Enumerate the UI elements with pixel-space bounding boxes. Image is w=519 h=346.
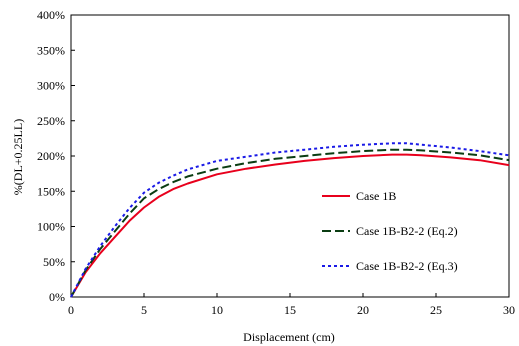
- legend-label-2: Case 1B-B2-2 (Eq.2): [356, 224, 458, 238]
- axis-ticks: 0% 50% 100% 150% 200% 250% 300% 350% 400% 0 5 10 15 2…: [37, 8, 515, 317]
- y-tick-label: 150%: [37, 184, 65, 198]
- y-tick-label: 50%: [43, 255, 65, 269]
- y-tick-label: 200%: [37, 149, 65, 163]
- x-tick-label: 10: [211, 303, 223, 317]
- y-axis-title: %(DL+0.25LL): [11, 119, 25, 195]
- x-tick-label: 30: [503, 303, 515, 317]
- legend-label-1: Case 1B: [356, 189, 396, 203]
- y-tick-label: 250%: [37, 114, 65, 128]
- legend: Case 1B Case 1B-B2-2 (Eq.2) Case 1B-B2-2 (…: [322, 189, 458, 273]
- y-tick-label: 300%: [37, 79, 65, 93]
- x-tick-label: 25: [430, 303, 442, 317]
- y-tick-label: 0%: [49, 290, 65, 304]
- legend-label-3: Case 1B-B2-2 (Eq.3): [356, 259, 458, 273]
- x-tick-label: 0: [68, 303, 74, 317]
- x-tick-label: 20: [357, 303, 369, 317]
- series-line-3: [70, 142, 510, 298]
- y-tick-label: 400%: [37, 8, 65, 22]
- x-tick-label: 5: [141, 303, 147, 317]
- y-tick-label: 100%: [37, 220, 65, 234]
- series-line-2: [70, 148, 510, 298]
- y-tick-label: 350%: [37, 43, 65, 57]
- series-lines: [70, 142, 510, 298]
- series-line-1: [70, 153, 510, 298]
- x-tick-label: 15: [284, 303, 296, 317]
- x-axis-title: Displacement (cm): [243, 330, 335, 344]
